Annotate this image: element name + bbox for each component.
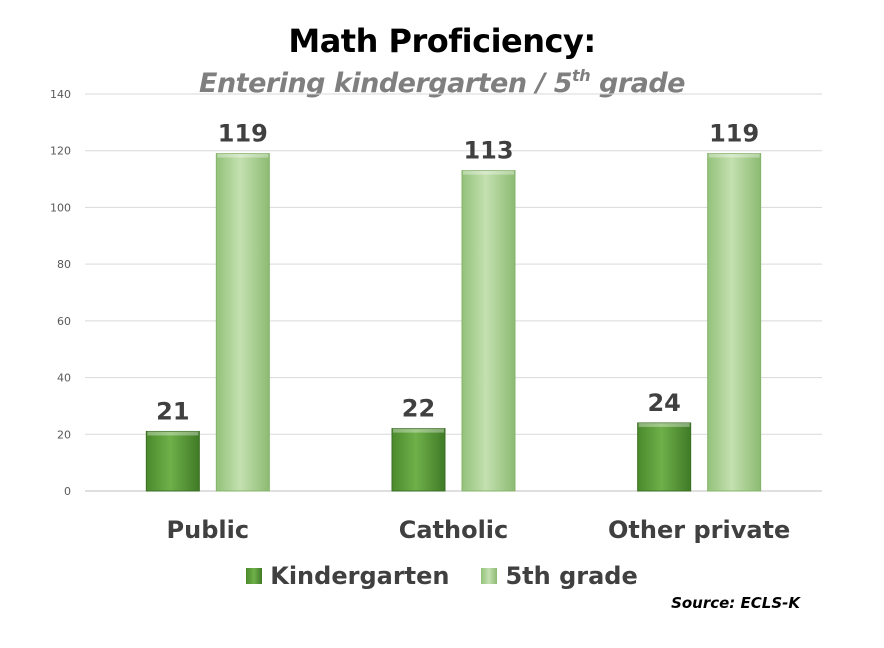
bar-top-highlight [708, 153, 760, 158]
legend-swatch-kindergarten [246, 568, 263, 584]
bar-kindergarten-public [145, 430, 200, 492]
legend: Kindergarten 5th grade [0, 562, 884, 590]
legend-label-kindergarten: Kindergarten [270, 562, 450, 590]
y-tick-label: 120 [50, 145, 71, 158]
y-tick-label: 100 [50, 201, 71, 214]
legend-label-5th-grade: 5th grade [505, 562, 638, 590]
bar-kindergarten-catholic [391, 428, 446, 492]
data-label: 113 [463, 137, 513, 165]
chart-title: Math Proficiency: [288, 22, 596, 60]
data-label: 22 [402, 395, 435, 423]
legend-item-5th-grade: 5th grade [481, 562, 638, 590]
subtitle-superscript: th [572, 66, 591, 85]
bar-5th-grade-catholic [461, 170, 516, 492]
y-axis-ticks: 0 20 40 60 80 100 120 140 [50, 88, 71, 498]
legend-item-kindergarten: Kindergarten [246, 562, 449, 590]
bar-top-highlight [217, 153, 269, 158]
y-tick-label: 80 [57, 258, 71, 271]
data-labels: 21 119 22 113 24 119 [156, 120, 759, 426]
bar-5th-grade-public [215, 153, 270, 492]
bar-kindergarten-other-private [637, 422, 692, 492]
bar-top-highlight [147, 431, 199, 436]
legend-swatch-5th-grade [481, 568, 498, 584]
gridlines [85, 93, 822, 492]
bar-top-highlight [463, 170, 514, 175]
x-category-label: Public [167, 516, 250, 544]
bars [145, 153, 762, 492]
data-label: 119 [709, 120, 759, 148]
x-axis-categories: Public Catholic Other private [167, 516, 791, 544]
y-tick-label: 40 [57, 372, 71, 385]
y-tick-label: 20 [57, 428, 71, 441]
bar-5th-grade-other-private [707, 153, 762, 492]
data-label: 24 [647, 389, 680, 417]
y-tick-label: 0 [64, 485, 71, 498]
source-note: Source: ECLS-K [671, 594, 800, 612]
y-tick-label: 140 [50, 88, 71, 101]
bar-top-highlight [393, 428, 444, 433]
data-label: 119 [218, 120, 268, 148]
x-category-label: Catholic [399, 516, 509, 544]
data-label: 21 [156, 397, 189, 425]
x-category-label: Other private [608, 516, 790, 544]
y-tick-label: 60 [57, 315, 71, 328]
bar-top-highlight [638, 422, 690, 427]
bar-chart: 0 20 40 60 80 100 120 140 21 119 22 113 24 119 Publi… [50, 88, 822, 544]
